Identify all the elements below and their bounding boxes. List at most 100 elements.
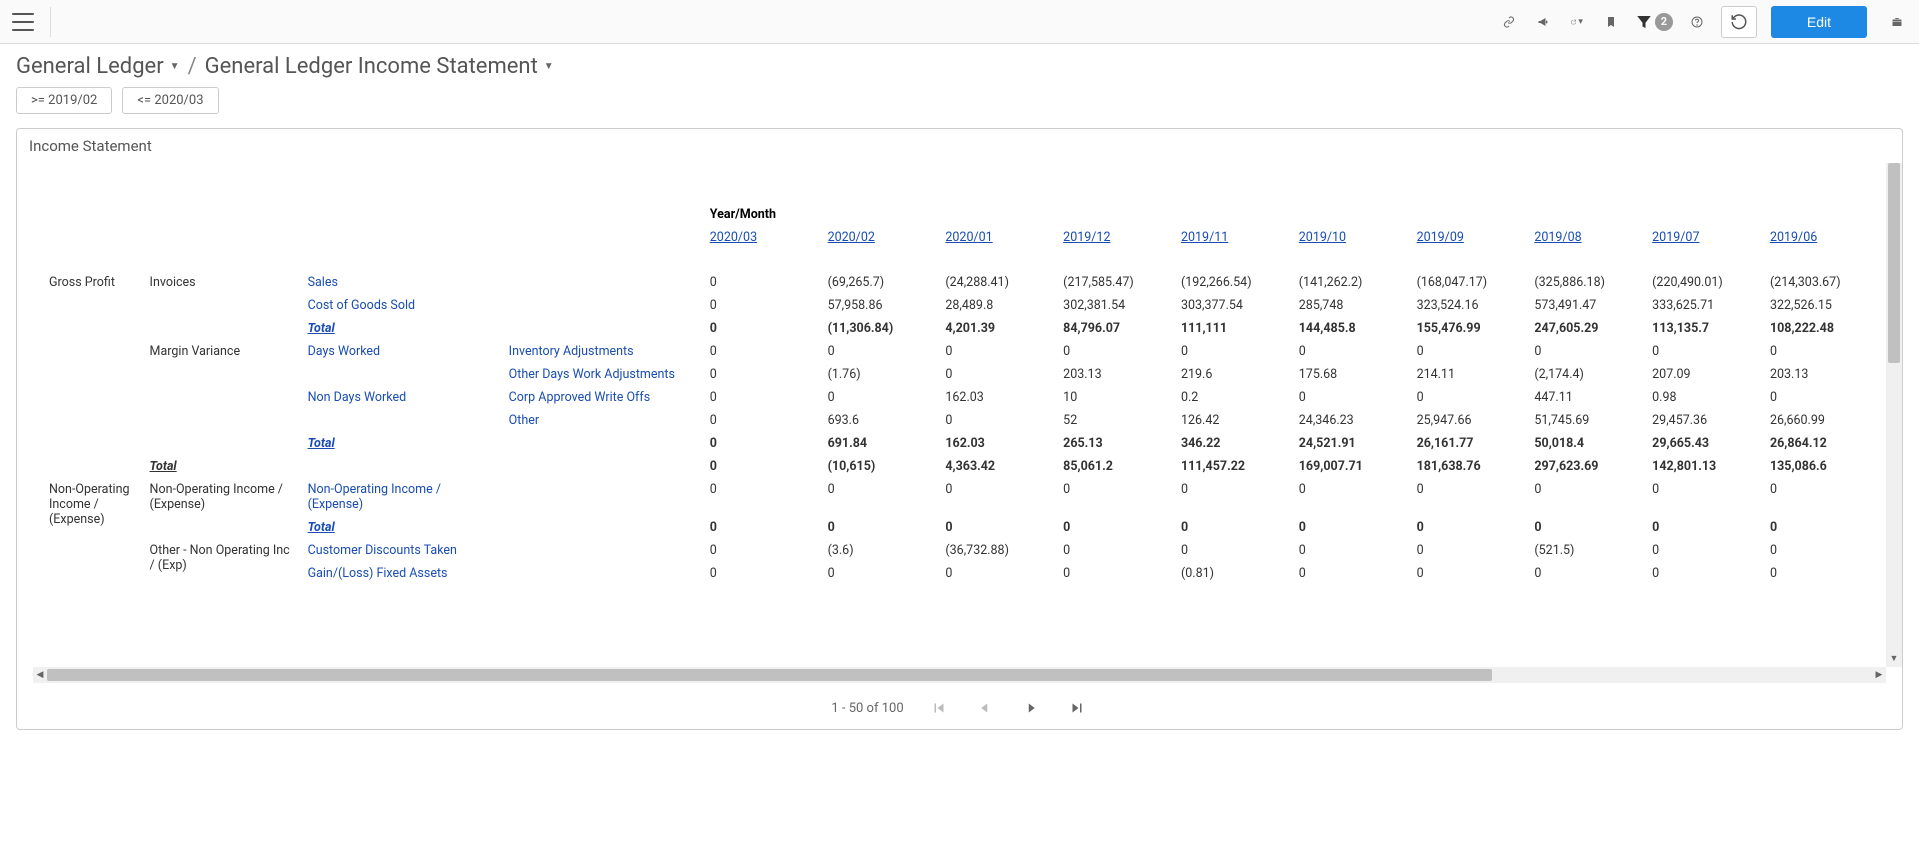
cell: (36,732.88) [939, 539, 1057, 562]
cell: 144,485.8 [1293, 317, 1411, 340]
cell: 0.98 [1646, 386, 1764, 409]
month-link[interactable]: 2019/06 [1770, 230, 1817, 245]
hamburger-menu-icon[interactable] [12, 13, 34, 31]
cell: (69,265.7) [822, 271, 940, 294]
account-link-cust-disc[interactable]: Customer Discounts Taken [308, 543, 457, 558]
pager-range: 1 - 50 of 100 [831, 701, 903, 716]
month-link[interactable]: 2020/01 [945, 230, 992, 245]
announce-icon[interactable] [1533, 12, 1553, 32]
cell: 28,489.8 [939, 294, 1057, 317]
scrollbar-thumb[interactable] [1888, 163, 1900, 363]
cell: 447.11 [1528, 386, 1646, 409]
cell: 0 [1293, 340, 1411, 363]
cell: 0 [1057, 539, 1175, 562]
account-link-cogs[interactable]: Cost of Goods Sold [308, 298, 416, 313]
cell: 51,745.69 [1528, 409, 1646, 432]
category-total: Total [150, 459, 177, 474]
cell: 323,524.16 [1411, 294, 1529, 317]
breadcrumb-income-statement[interactable]: General Ledger Income Statement ▼ [205, 54, 554, 79]
pager-last-button[interactable] [1066, 697, 1088, 719]
edit-button[interactable]: Edit [1771, 6, 1867, 38]
breadcrumb-separator: / [188, 54, 197, 79]
cell: 175.68 [1293, 363, 1411, 386]
account-link-days-worked[interactable]: Days Worked [308, 344, 381, 359]
breadcrumb-part2-label: General Ledger Income Statement [205, 54, 538, 79]
pager-first-button[interactable] [928, 697, 950, 719]
scroll-left-icon[interactable]: ◀ [33, 667, 47, 683]
table-row: Other Days Work Adjustments 0 (1.76) 0 2… [43, 363, 1882, 386]
cell: 0 [822, 516, 940, 539]
cell: 4,201.39 [939, 317, 1057, 340]
cell: 0 [1175, 539, 1293, 562]
month-link[interactable]: 2019/12 [1063, 230, 1110, 245]
cell: (192,266.54) [1175, 271, 1293, 294]
cell: 0 [1057, 516, 1175, 539]
pager-prev-button[interactable] [974, 697, 996, 719]
cell: 108,222.48 [1764, 317, 1882, 340]
income-statement-table: Year/Month 2020/03 2020/02 2020/01 2019/… [43, 203, 1882, 585]
cell: 691.84 [822, 432, 940, 455]
month-link[interactable]: 2020/03 [710, 230, 757, 245]
undo-button[interactable] [1721, 6, 1757, 38]
link-icon[interactable] [1499, 12, 1519, 32]
briefcase-icon[interactable] [1887, 12, 1907, 32]
table-row: Cost of Goods Sold 0 57,958.86 28,489.8 … [43, 294, 1882, 317]
cell: 0 [704, 271, 822, 294]
cell: 0 [1528, 516, 1646, 539]
month-link[interactable]: 2019/08 [1534, 230, 1581, 245]
account-link-inventory-adj[interactable]: Inventory Adjustments [509, 344, 634, 359]
cell: 285,748 [1293, 294, 1411, 317]
cell: 4,363.42 [939, 455, 1057, 478]
account-link-sales[interactable]: Sales [308, 275, 338, 290]
month-link[interactable]: 2019/11 [1181, 230, 1228, 245]
account-link-noi[interactable]: Non-Operating Income / (Expense) [308, 482, 441, 512]
cell: (24,288.41) [939, 271, 1057, 294]
subcategory-margin-variance: Margin Variance [144, 340, 302, 363]
filter-chip-from[interactable]: >= 2019/02 [16, 87, 112, 114]
report-title: Income Statement [17, 129, 1902, 163]
cell: 0 [704, 455, 822, 478]
scroll-down-icon[interactable]: ▼ [1886, 653, 1902, 667]
cell: 52 [1057, 409, 1175, 432]
cell: 0 [1411, 516, 1529, 539]
month-link[interactable]: 2019/10 [1299, 230, 1346, 245]
bookmark-icon[interactable] [1601, 12, 1621, 32]
month-link[interactable]: 2020/02 [828, 230, 875, 245]
cell: 0 [939, 562, 1057, 585]
breadcrumb: General Ledger ▼ / General Ledger Income… [0, 44, 1919, 83]
pager-next-button[interactable] [1020, 697, 1042, 719]
cell: 0 [939, 363, 1057, 386]
cell: 142,801.13 [1646, 455, 1764, 478]
account-link-gain-loss[interactable]: Gain/(Loss) Fixed Assets [308, 566, 448, 581]
breadcrumb-general-ledger[interactable]: General Ledger ▼ [16, 54, 180, 79]
cell: 0 [704, 386, 822, 409]
vertical-scrollbar[interactable]: ▲ ▼ [1886, 163, 1902, 667]
account-link-corp-writeoffs[interactable]: Corp Approved Write Offs [509, 390, 651, 405]
scrollbar-thumb[interactable] [47, 669, 1492, 681]
cell: 24,346.23 [1293, 409, 1411, 432]
table-row: Non-Operating Income / (Expense) Non-Ope… [43, 478, 1882, 516]
cell: 29,457.36 [1646, 409, 1764, 432]
account-link-other-days[interactable]: Other Days Work Adjustments [509, 367, 675, 382]
total-link[interactable]: Total [308, 321, 335, 336]
account-link-other[interactable]: Other [509, 413, 539, 428]
filter-chip-to[interactable]: <= 2020/03 [122, 87, 218, 114]
month-link[interactable]: 2019/07 [1652, 230, 1699, 245]
table-row: Margin Variance Days Worked Inventory Ad… [43, 340, 1882, 363]
total-link[interactable]: Total [308, 436, 335, 451]
month-link[interactable]: 2019/09 [1417, 230, 1464, 245]
cell: 0 [822, 386, 940, 409]
cell: 0 [1764, 386, 1882, 409]
horizontal-scrollbar[interactable]: ◀ ▶ [33, 667, 1886, 683]
cell: 0 [1646, 340, 1764, 363]
cell: 26,161.77 [1411, 432, 1529, 455]
cell: 0 [1057, 340, 1175, 363]
filter-button[interactable]: 2 [1635, 13, 1673, 31]
export-icon[interactable]: ▾ [1567, 12, 1587, 32]
scroll-right-icon[interactable]: ▶ [1872, 667, 1886, 683]
total-link[interactable]: Total [308, 520, 335, 535]
account-link-non-days-worked[interactable]: Non Days Worked [308, 390, 407, 405]
help-icon[interactable] [1687, 12, 1707, 32]
report-panel: Income Statement Year/Month 2020/03 2020… [16, 128, 1903, 730]
cell: 219.6 [1175, 363, 1293, 386]
